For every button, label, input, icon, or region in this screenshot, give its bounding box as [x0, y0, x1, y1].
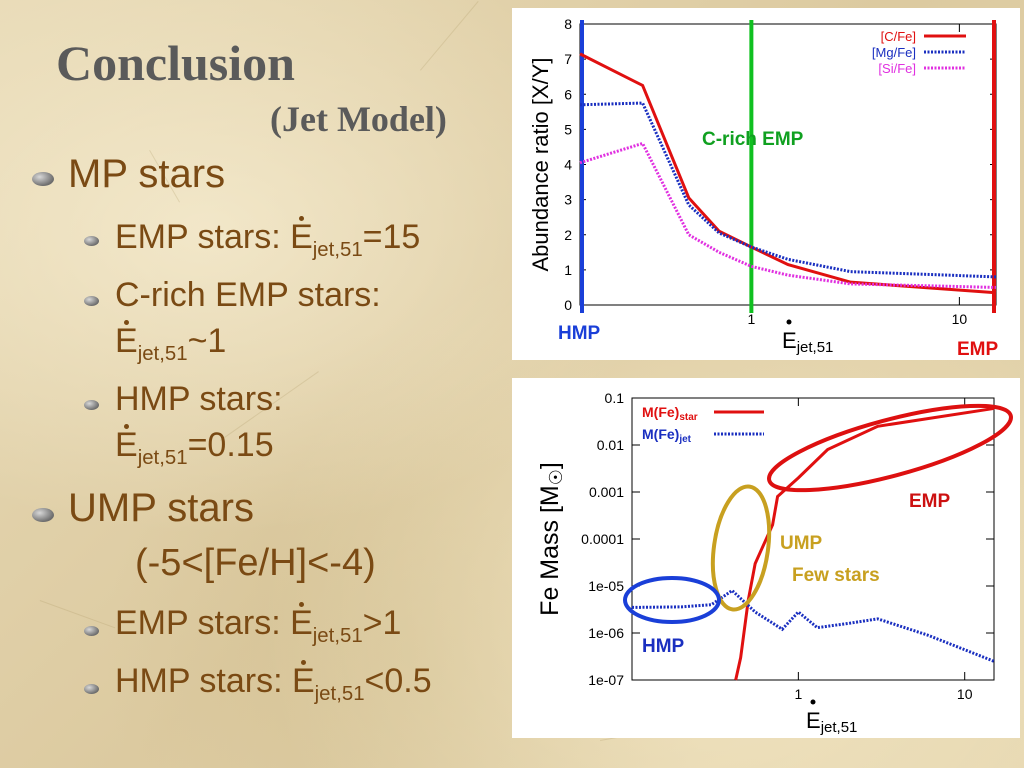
y-tick-label: 0.001: [589, 484, 624, 500]
e-dot-symbol: E: [290, 216, 313, 256]
y-tick-label: 4: [564, 157, 572, 173]
bullet-text: HMP stars:: [115, 662, 292, 700]
paper-fiber: [39, 600, 116, 629]
bullet-marker: [32, 172, 54, 186]
bullet-ump-range: (-5<[Fe/H]<-4): [135, 542, 376, 584]
legend-label: [C/Fe]: [881, 29, 916, 44]
y-tick-label: 8: [564, 16, 572, 32]
ump-ellipse: [710, 484, 772, 612]
bullet-value: =15: [362, 218, 421, 256]
legend-label: M(Fe)jet: [642, 426, 692, 445]
bullet-ump-hmp-stars: HMP stars: Ejet,51<0.5: [115, 660, 432, 706]
y-axis-label: Abundance ratio [X/Y]: [528, 57, 553, 271]
emp-label: EMP: [957, 339, 999, 360]
x-tick-label: 1: [794, 686, 802, 702]
x-tick-label: 10: [952, 311, 968, 327]
bullet-mp-stars: MP stars: [68, 152, 226, 196]
bullet-hmp-stars: HMP stars:: [115, 380, 283, 418]
slide-subtitle: (Jet Model): [270, 99, 447, 139]
y-tick-label: 1: [564, 262, 572, 278]
few-stars-annotation: Few stars: [792, 565, 880, 586]
ump-annotation: UMP: [780, 533, 823, 554]
bullet-marker: [84, 236, 99, 246]
y-tick-label: 3: [564, 192, 572, 208]
series-line-mgfe: [579, 101, 997, 279]
y-tick-label: 0: [564, 297, 572, 313]
bullet-marker: [84, 684, 99, 694]
e-dot-symbol: E: [291, 660, 315, 700]
bullet-ump-emp-stars: EMP stars: Ejet,51>1: [115, 602, 402, 648]
e-dot-symbol: E: [115, 320, 138, 360]
series-line-fe-jet: [631, 588, 995, 663]
bullet-marker: [84, 296, 99, 306]
emp-annotation: EMP: [909, 491, 951, 512]
e-dot-symbol: E: [290, 602, 313, 642]
hmp-annotation: HMP: [642, 636, 685, 657]
legend-label: M(Fe)star: [642, 404, 698, 423]
jet-subscript: jet,51: [312, 624, 363, 647]
y-tick-label: 1e-06: [588, 625, 624, 641]
abundance-chart-panel: 0 1 2 3 4 5 6 7 8 1 10 [C/Fe] [Mg/Fe] [Si/Fe] Abundanc…: [512, 8, 1020, 360]
abundance-ratio-chart: 0 1 2 3 4 5 6 7 8 1 10 [C/Fe][Mg/Fe][Si/Fe] Abundanc…: [528, 16, 999, 360]
legend-label: [Mg/Fe]: [872, 45, 916, 60]
bullet-text: EMP stars:: [115, 604, 291, 642]
paper-fiber: [420, 1, 479, 71]
series-line-fe-star: [734, 406, 995, 681]
bullet-value: >1: [362, 604, 402, 642]
bullet-value: <0.5: [364, 662, 432, 700]
bullet-emp-stars: EMP stars: Ejet,51=15: [115, 216, 421, 262]
series-line-sife: [579, 141, 997, 289]
y-tick-label: 7: [564, 51, 572, 67]
jet-subscript: jet,51: [137, 446, 188, 469]
crich-emp-label: C-rich EMP: [702, 129, 804, 150]
bullet-marker: [84, 400, 99, 410]
series-line-cfe: [579, 52, 997, 295]
hmp-label: HMP: [558, 323, 601, 344]
bullet-crich-emp-stars: C-rich EMP stars:: [115, 276, 381, 314]
hmp-ellipse: [623, 576, 721, 624]
fe-mass-chart-panel: 0.1 0.01 0.001 0.0001 1e-05 1e-06 1e-07 1 10 M(Fe…: [512, 378, 1020, 738]
x-axis-label: Ejet,51: [806, 708, 857, 736]
jet-subscript: jet,51: [314, 682, 365, 705]
x-axis-dot: [786, 319, 792, 325]
e-dot-symbol: E: [115, 424, 138, 464]
x-tick-label: 1: [747, 311, 755, 327]
y-tick-label: 0.0001: [581, 531, 624, 547]
y-tick-label: 0.01: [597, 437, 624, 453]
x-axis-label: Ejet,51: [782, 328, 833, 356]
bullet-ump-stars: UMP stars: [68, 486, 254, 530]
plot-frame: [579, 23, 997, 306]
x-axis-dot: [810, 699, 816, 705]
y-tick-label: 2: [564, 227, 572, 243]
bullet-hmp-value: Ejet,51=0.15: [115, 424, 274, 470]
y-tick-label: 5: [564, 121, 572, 137]
y-axis-label: Fe Mass [M☉]: [536, 462, 566, 616]
fe-mass-chart: 0.1 0.01 0.001 0.0001 1e-05 1e-06 1e-07 1 10 M(Fe…: [536, 390, 1013, 736]
legend-label: [Si/Fe]: [878, 61, 916, 76]
bullet-value: ~1: [187, 322, 227, 360]
x-tick-label: 10: [957, 686, 973, 702]
jet-subscript: jet,51: [137, 342, 188, 365]
emp-ellipse: [767, 403, 1013, 493]
y-tick-label: 6: [564, 86, 572, 102]
y-tick-label: 0.1: [605, 390, 625, 406]
slide-title: Conclusion: [56, 35, 295, 91]
bullet-marker: [32, 508, 54, 522]
bullet-value: =0.15: [187, 426, 274, 464]
bullet-crich-value: Ejet,51~1: [115, 320, 227, 366]
y-tick-label: 1e-07: [588, 672, 624, 688]
jet-subscript: jet,51: [312, 238, 363, 261]
bullet-marker: [84, 626, 99, 636]
y-tick-label: 1e-05: [588, 578, 624, 594]
bullet-text: EMP stars:: [115, 218, 291, 256]
